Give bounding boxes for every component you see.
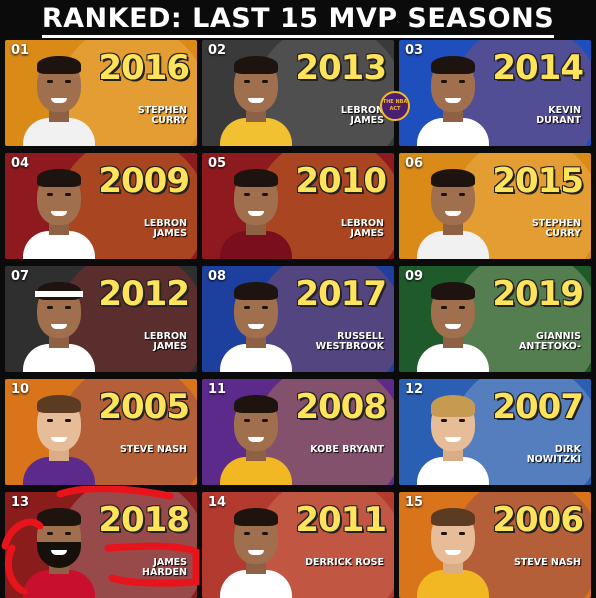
- rank-number: 06: [405, 156, 424, 171]
- mvp-tile: 10 2005 STEVE NASH: [5, 379, 197, 485]
- rank-number: 04: [11, 156, 30, 171]
- player-name: LEBRON JAMES: [143, 331, 187, 352]
- player-photo: [220, 165, 292, 259]
- mvp-tile: 05 2010 LEBRON JAMES: [202, 153, 394, 259]
- player-name: STEVE NASH: [119, 444, 187, 455]
- mvp-year: 2006: [492, 500, 584, 540]
- mvp-year: 2017: [295, 274, 387, 314]
- mvp-year: 2010: [295, 161, 387, 201]
- player-photo: [220, 278, 292, 372]
- rank-number: 07: [11, 269, 30, 284]
- player-photo: [417, 52, 489, 146]
- rank-number: 14: [208, 495, 227, 510]
- player-name: STEPHEN CURRY: [531, 218, 581, 239]
- mvp-year: 2018: [98, 500, 190, 540]
- page-title: RANKED: LAST 15 MVP SEASONS: [0, 0, 596, 38]
- player-name: LEBRON JAMES: [340, 105, 384, 126]
- mvp-year: 2008: [295, 387, 387, 427]
- player-name: STEPHEN CURRY: [137, 105, 187, 126]
- mvp-year: 2015: [492, 161, 584, 201]
- player-photo: [23, 504, 95, 598]
- mvp-year: 2014: [492, 48, 584, 88]
- mvp-year: 2005: [98, 387, 190, 427]
- rank-number: 05: [208, 156, 227, 171]
- player-name: STEVE NASH: [513, 557, 581, 568]
- mvp-tile: 11 2008 KOBE BRYANT: [202, 379, 394, 485]
- nba-act-logo: THE NBA ACT: [380, 91, 410, 121]
- mvp-grid: 01 2016 STEPHEN CURRY 02 2013 LEBRON JAMES 03 2…: [5, 40, 591, 598]
- mvp-tile: 03 2014 KEVIN DURANT: [399, 40, 591, 146]
- rank-number: 15: [405, 495, 424, 510]
- player-name: KOBE BRYANT: [310, 444, 384, 455]
- mvp-tile: 04 2009 LEBRON JAMES: [5, 153, 197, 259]
- mvp-tile: 13 2018 JAMES HARDEN: [5, 492, 197, 598]
- rank-number: 01: [11, 43, 30, 58]
- mvp-tile: 12 2007 DIRK NOWITZKI: [399, 379, 591, 485]
- player-name: GIANNIS ANTETOKO-: [519, 331, 581, 352]
- player-photo: [417, 278, 489, 372]
- player-photo: [23, 278, 95, 372]
- rank-number: 09: [405, 269, 424, 284]
- player-name: RUSSELL WESTBROOK: [315, 331, 384, 352]
- rank-number: 03: [405, 43, 424, 58]
- player-photo: [417, 165, 489, 259]
- mvp-tile: 06 2015 STEPHEN CURRY: [399, 153, 591, 259]
- rank-number: 12: [405, 382, 424, 397]
- mvp-year: 2009: [98, 161, 190, 201]
- player-name: KEVIN DURANT: [536, 105, 581, 126]
- mvp-year: 2016: [98, 48, 190, 88]
- player-photo: [220, 52, 292, 146]
- mvp-year: 2007: [492, 387, 584, 427]
- mvp-tile: 15 2006 STEVE NASH: [399, 492, 591, 598]
- player-photo: [417, 391, 489, 485]
- player-name: DIRK NOWITZKI: [526, 444, 581, 465]
- rank-number: 11: [208, 382, 227, 397]
- player-name: DERRICK ROSE: [305, 557, 384, 568]
- player-photo: [220, 391, 292, 485]
- player-photo: [23, 52, 95, 146]
- mvp-tile: 09 2019 GIANNIS ANTETOKO-: [399, 266, 591, 372]
- player-name: LEBRON JAMES: [340, 218, 384, 239]
- rank-number: 08: [208, 269, 227, 284]
- player-photo: [23, 165, 95, 259]
- mvp-tile: 07 2012 LEBRON JAMES: [5, 266, 197, 372]
- mvp-tile: 02 2013 LEBRON JAMES: [202, 40, 394, 146]
- mvp-tile: 14 2011 DERRICK ROSE: [202, 492, 394, 598]
- player-name: LEBRON JAMES: [143, 218, 187, 239]
- player-photo: [23, 391, 95, 485]
- mvp-tile: 08 2017 RUSSELL WESTBROOK: [202, 266, 394, 372]
- mvp-year: 2013: [295, 48, 387, 88]
- player-photo: [220, 504, 292, 598]
- player-photo: [417, 504, 489, 598]
- mvp-year: 2019: [492, 274, 584, 314]
- rank-number: 10: [11, 382, 30, 397]
- rank-number: 02: [208, 43, 227, 58]
- mvp-tile: 01 2016 STEPHEN CURRY: [5, 40, 197, 146]
- player-name: JAMES HARDEN: [142, 557, 187, 578]
- mvp-year: 2012: [98, 274, 190, 314]
- mvp-year: 2011: [295, 500, 387, 540]
